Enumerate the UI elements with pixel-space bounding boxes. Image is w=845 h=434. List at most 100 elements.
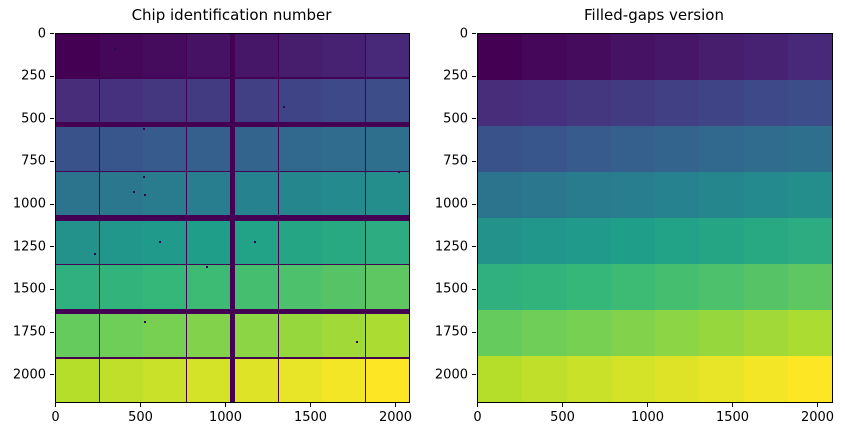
y-tick-mark — [472, 374, 476, 376]
chip-cell — [699, 264, 744, 310]
chip-cell — [478, 126, 523, 172]
chip-cell — [142, 34, 186, 78]
chip-cell — [279, 265, 323, 309]
chip-cell — [366, 172, 409, 216]
chip-cell — [235, 265, 278, 309]
chip-cell — [366, 265, 409, 309]
bad-pixel-dot — [398, 171, 400, 173]
chip-cell — [187, 172, 230, 216]
y-tick-mark — [50, 33, 54, 34]
chip-cell — [187, 78, 230, 122]
chip-cell — [566, 172, 611, 218]
chip-cell — [366, 314, 409, 358]
y-tick-label: 500 — [21, 111, 46, 127]
chip-cell — [743, 310, 788, 356]
chip-cell — [743, 80, 788, 126]
x-tick-label: 0 — [473, 410, 482, 425]
chip-cell — [56, 127, 99, 171]
chip-cell — [100, 314, 143, 358]
bad-pixel-dot — [283, 106, 285, 108]
x-tick-mark — [732, 403, 733, 407]
chip-cell — [787, 310, 832, 356]
chip-cell — [655, 126, 700, 172]
chip-cell — [699, 310, 744, 356]
x-tick-mark — [562, 403, 563, 407]
chip-cell — [522, 80, 567, 126]
x-tick-mark — [395, 403, 396, 407]
chip-cell — [610, 218, 655, 264]
chip-cell — [743, 356, 788, 402]
chip-cell — [56, 358, 99, 402]
y-tick-mark — [472, 288, 476, 290]
x-tick-label: 500 — [128, 410, 153, 425]
chip-cell — [187, 314, 230, 358]
chip-cell — [279, 78, 323, 122]
chip-cell — [366, 220, 409, 264]
y-tick-mark — [472, 118, 476, 120]
bad-pixel-dot — [143, 176, 145, 178]
chip-cell — [100, 172, 143, 216]
chip-cell — [100, 78, 143, 122]
chip-cell — [235, 358, 278, 402]
chip-cell — [522, 310, 567, 356]
chip-cell — [279, 127, 323, 171]
bad-pixel-dot — [143, 128, 145, 130]
chip-cell — [279, 172, 323, 216]
chip-cell — [566, 34, 611, 80]
bad-pixel-dot — [159, 241, 161, 243]
chip-cell — [610, 356, 655, 402]
chip-cell — [655, 264, 700, 310]
bad-pixel-dot — [114, 48, 116, 50]
chip-cell — [743, 34, 788, 80]
y-tick-mark — [50, 118, 54, 120]
chip-cell — [56, 314, 99, 358]
chip-cell — [366, 358, 409, 402]
x-tick-label: 1500 — [715, 410, 750, 425]
chip-cell — [787, 356, 832, 402]
chip-cell — [655, 310, 700, 356]
chip-cell — [279, 314, 323, 358]
chip-cell — [366, 78, 409, 122]
bad-pixel-dot — [144, 194, 146, 196]
chip-cell — [787, 264, 832, 310]
chip-cell — [787, 218, 832, 264]
chip-cell — [56, 172, 99, 216]
y-tick-label: 2000 — [434, 367, 468, 383]
bad-pixel-dot — [206, 266, 208, 268]
chip-cell — [522, 264, 567, 310]
chip-cell — [322, 314, 365, 358]
chip-cell — [187, 220, 230, 264]
x-tick-mark — [140, 403, 141, 407]
chip-cell — [187, 127, 230, 171]
chip-cell — [322, 358, 365, 402]
y-tick-label: 250 — [443, 68, 468, 84]
chip-cell — [322, 220, 365, 264]
chip-cell — [100, 358, 143, 402]
chip-cell — [478, 34, 523, 80]
x-tick-mark — [225, 403, 226, 407]
bad-pixel-dot — [144, 321, 146, 323]
y-tick-mark — [50, 331, 54, 333]
chip-cell — [279, 358, 323, 402]
chip-cell — [655, 356, 700, 402]
bad-pixel-dot — [254, 241, 256, 243]
y-tick-mark — [50, 75, 54, 77]
x-tick-mark — [647, 403, 648, 407]
chip-cell — [610, 264, 655, 310]
chip-cell — [566, 356, 611, 402]
chip-cell — [699, 126, 744, 172]
y-tick-mark — [50, 160, 54, 162]
chip-cell — [655, 80, 700, 126]
chip-cell — [699, 172, 744, 218]
chip-id-heatmap — [55, 33, 410, 403]
chip-cell — [322, 34, 365, 78]
chip-cell — [56, 78, 99, 122]
chip-cell — [478, 356, 523, 402]
chip-cell — [610, 80, 655, 126]
chip-cell — [699, 356, 744, 402]
chip-cell — [522, 172, 567, 218]
chip-cell — [478, 264, 523, 310]
chip-cell — [235, 34, 278, 78]
y-tick-label: 500 — [443, 111, 468, 127]
x-tick-label: 2000 — [800, 410, 835, 425]
